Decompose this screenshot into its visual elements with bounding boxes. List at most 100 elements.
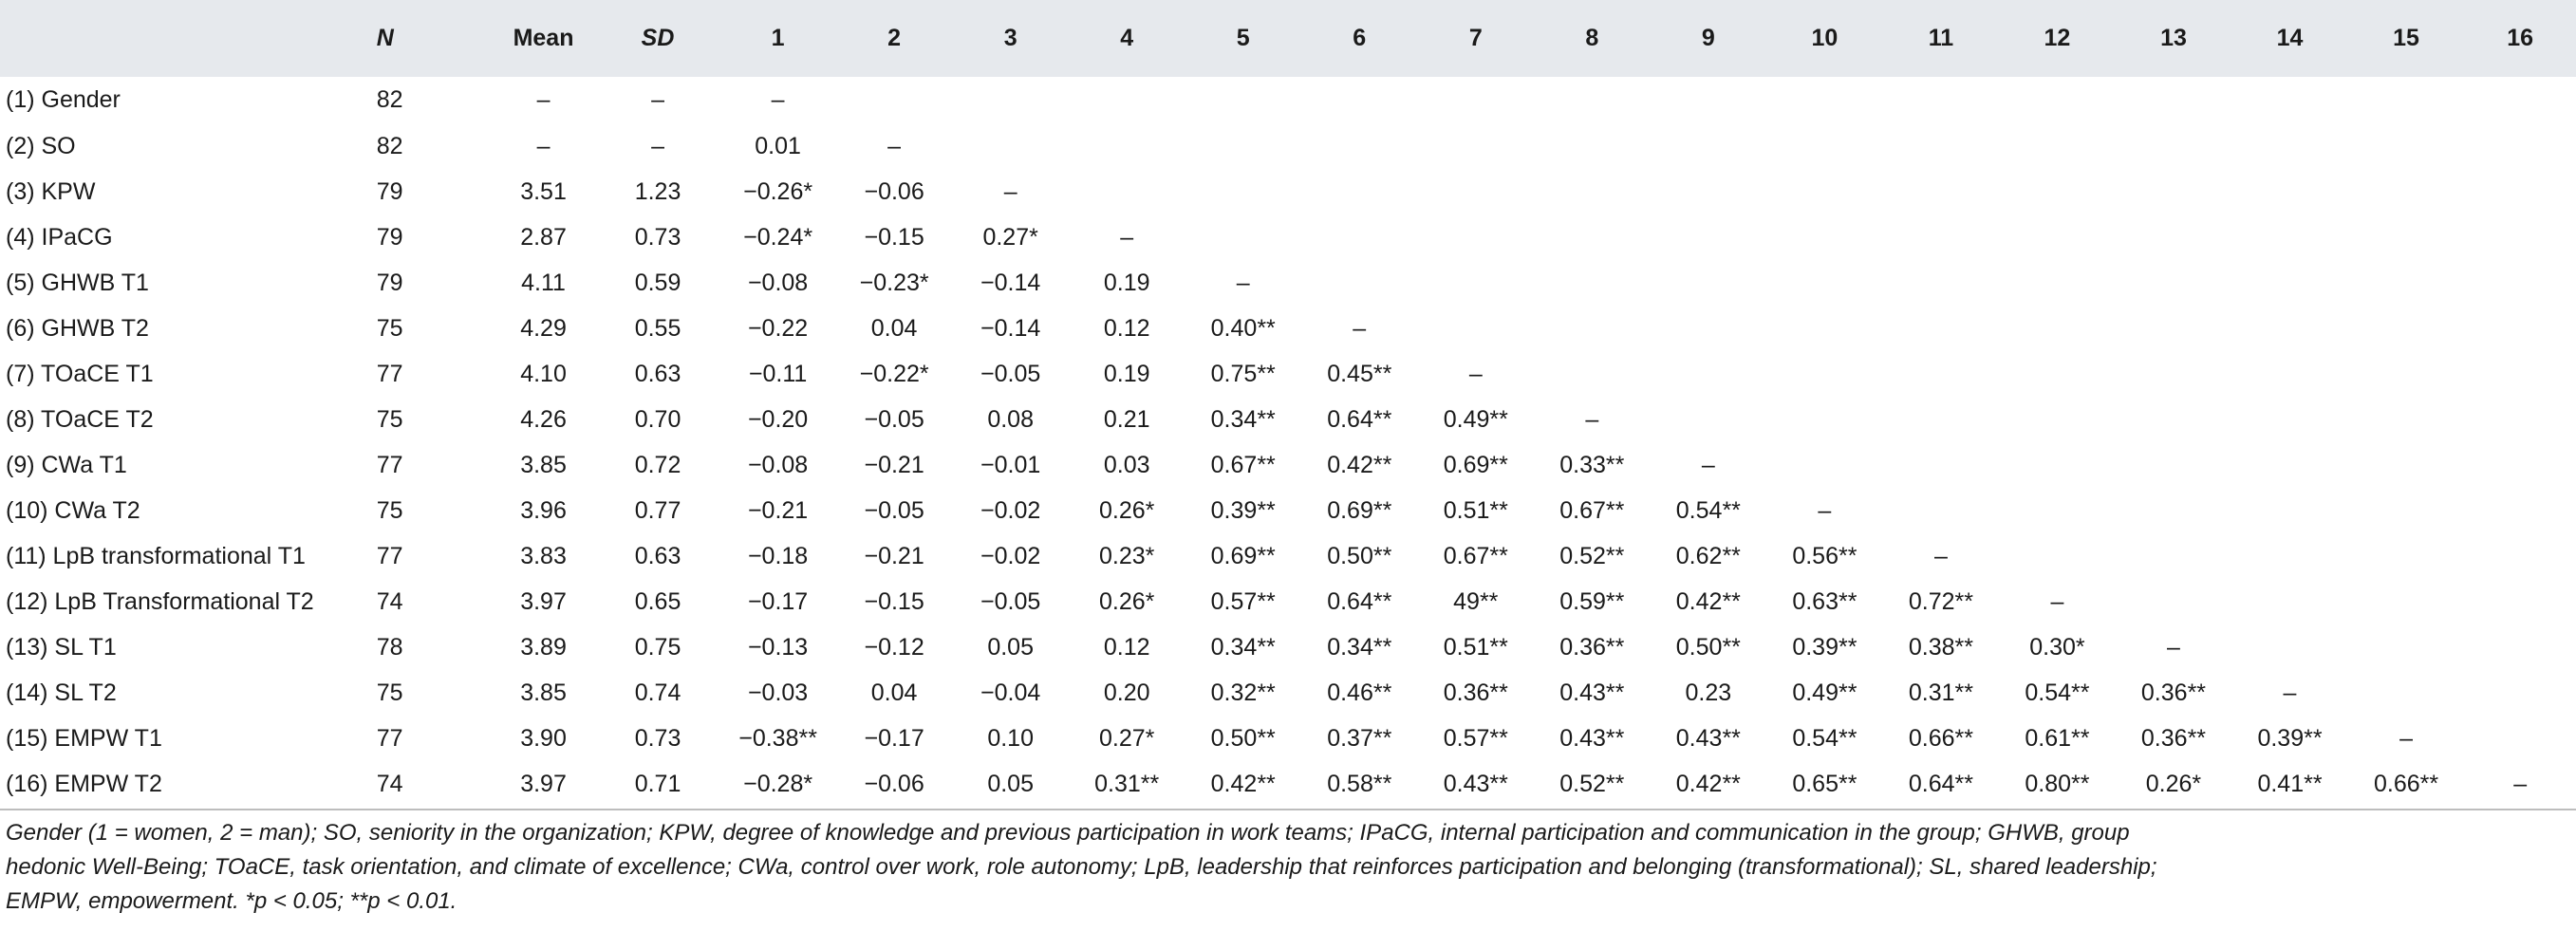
table-cell (2348, 306, 2465, 351)
table-cell: 0.55 (634, 314, 681, 342)
table-cell (2231, 397, 2348, 442)
table-row: (8) TOaCE T2 75 4.26 0.70 −0.20 −0.05 0.08 0.21… (0, 397, 2576, 442)
table-cell (1766, 214, 1883, 260)
table-cell (836, 77, 953, 123)
table-cell (2348, 624, 2465, 670)
table-cell: 0.31** (1908, 679, 1973, 706)
table-cell: 0.67** (1443, 542, 1508, 569)
table-cell: 0.64** (1327, 587, 1392, 615)
table-cell (952, 123, 1069, 169)
table-cell (2348, 169, 2465, 214)
table-cell: 2.87 (520, 223, 567, 251)
table-row: (1) Gender 82 – – – (0, 77, 2576, 123)
table-cell (1651, 123, 1767, 169)
table-cell (1534, 306, 1651, 351)
table-cell (1534, 214, 1651, 260)
table-cell: 82 (376, 132, 403, 159)
table-cell: 0.30* (2029, 633, 2085, 661)
table-cell: – (2513, 770, 2528, 797)
table-cell (1883, 260, 2000, 306)
table-cell: – (1818, 496, 1832, 524)
row-label: (11) LpB transformational T1 (6, 542, 306, 569)
table-cell (1301, 77, 1418, 123)
table-cell (1999, 351, 2116, 397)
table-cell: 0.32** (1210, 679, 1276, 706)
table-cell (2348, 351, 2465, 397)
table-cell: 0.65 (634, 587, 681, 615)
table-cell: 0.54** (1792, 724, 1857, 752)
row-label: (1) Gender (6, 86, 121, 113)
table-cell (1883, 214, 2000, 260)
table-cell: 74 (376, 587, 403, 615)
table-cell: −0.17 (747, 587, 809, 615)
table-cell (1883, 488, 2000, 533)
table-cell: 75 (376, 314, 403, 342)
table-cell (1418, 214, 1535, 260)
table-cell: 0.49** (1443, 405, 1508, 433)
table-cell: 0.36** (1443, 679, 1508, 706)
table-cell (2231, 169, 2348, 214)
row-label: (12) LpB Transformational T2 (6, 587, 314, 615)
table-row: (4) IPaCG 79 2.87 0.73 −0.24* −0.15 0.27* – (0, 214, 2576, 260)
table-cell: 0.72** (1908, 587, 1973, 615)
table-cell (1999, 77, 2116, 123)
table-cell: −0.24* (743, 223, 813, 251)
table-cell: 0.75 (634, 633, 681, 661)
table-cell: 0.62** (1675, 542, 1741, 569)
table-cell (1185, 214, 1301, 260)
table-cell: 0.57** (1443, 724, 1508, 752)
table-cell: 0.69** (1443, 451, 1508, 478)
table-cell: 75 (376, 679, 403, 706)
table-cell: 0.56** (1792, 542, 1857, 569)
table-cell: 0.34** (1327, 633, 1392, 661)
column-header: 1 (771, 25, 785, 51)
table-cell (2116, 214, 2232, 260)
table-cell: 0.04 (870, 314, 918, 342)
table-cell: – (771, 86, 785, 113)
table-cell: −0.15 (864, 587, 924, 615)
table-cell (1301, 169, 1418, 214)
table-cell: 0.26* (1098, 496, 1155, 524)
table-cell: −0.12 (864, 633, 924, 661)
table-cell: −0.08 (747, 451, 809, 478)
table-cell: 0.27* (1098, 724, 1155, 752)
column-header: 6 (1353, 25, 1367, 51)
table-cell (2464, 306, 2576, 351)
column-header: 2 (887, 25, 902, 51)
table-cell: 0.71 (634, 770, 681, 797)
table-cell: 0.63 (634, 360, 681, 387)
table-cell: 0.39** (2257, 724, 2323, 752)
table-cell (2464, 351, 2576, 397)
table-cell: 0.65** (1792, 770, 1857, 797)
table-row: (11) LpB transformational T1 77 3.83 0.63 −0… (0, 533, 2576, 579)
table-row: (16) EMPW T2 74 3.97 0.71 −0.28* −0.06 0.05 0.3… (0, 761, 2576, 807)
table-cell: 0.49** (1792, 679, 1857, 706)
table-cell: 0.12 (1103, 633, 1150, 661)
table-cell: – (1353, 314, 1367, 342)
row-label: (6) GHWB T2 (6, 314, 149, 342)
table-body: (1) Gender 82 – – – (2) SO 82 – – 0.01 – (3) KPW 79 3… (0, 77, 2576, 807)
table-cell (1534, 77, 1651, 123)
table-row: (13) SL T1 78 3.89 0.75 −0.13 −0.12 0.05 0.12 0.… (0, 624, 2576, 670)
table-cell: 0.01 (755, 132, 801, 159)
table-cell: 0.80** (2025, 770, 2090, 797)
table-cell (1999, 397, 2116, 442)
table-cell (1069, 169, 1185, 214)
table-cell: 0.42** (1675, 770, 1741, 797)
table-cell: 0.54** (2025, 679, 2090, 706)
row-label: (2) SO (6, 132, 76, 159)
table-cell (2116, 533, 2232, 579)
table-cell (2348, 579, 2465, 624)
table-cell: 1.23 (634, 177, 681, 205)
table-cell: – (1003, 177, 1017, 205)
table-cell (1999, 214, 2116, 260)
table-cell: 75 (376, 496, 403, 524)
table-cell (1301, 214, 1418, 260)
table-cell: −0.20 (747, 405, 809, 433)
table-cell (2116, 488, 2232, 533)
row-label: (4) IPaCG (6, 223, 113, 251)
table-cell: 0.34** (1210, 405, 1276, 433)
table-cell: – (1468, 360, 1483, 387)
column-header: 11 (1928, 25, 1954, 51)
